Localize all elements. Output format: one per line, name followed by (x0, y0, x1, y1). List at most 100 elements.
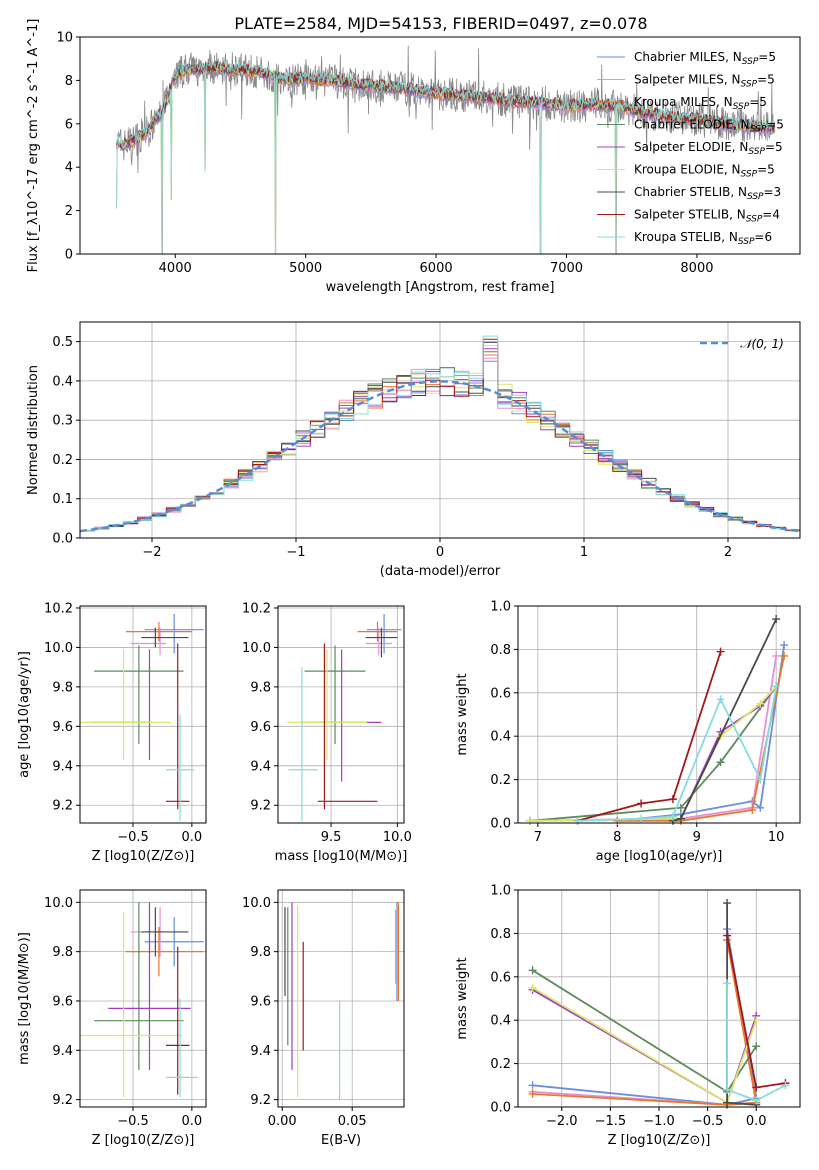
y-tick-label: 9.8 (52, 945, 73, 960)
y-tick-label: 1.0 (490, 600, 511, 615)
errorbar-plot (287, 613, 402, 822)
y-tick-label: 4 (65, 161, 73, 176)
plus-marker (716, 647, 725, 656)
mw-vs-Z-panel: −2.0 −1.5 −1.0 −0.5 0.0 0.0 0.2 0.4 0.6 0.8 1.0 Z [… (455, 884, 801, 1148)
y-tick-label: 0.4 (490, 1014, 511, 1029)
plus-marker (723, 931, 732, 940)
x-tick-label: 9.5 (321, 830, 342, 845)
y-tick-label: 6 (65, 117, 73, 132)
y-tick-label: 0 (65, 248, 73, 263)
plus-marker (637, 814, 646, 823)
x-axis-label: age [log10(age/yr)] (596, 849, 723, 864)
errorbar-point (80, 649, 171, 760)
y-tick-label: 9.2 (52, 1093, 73, 1108)
plus-marker (756, 775, 765, 784)
plus-marker (756, 803, 765, 812)
plus-marker (528, 966, 537, 975)
x-tick-label: 9 (693, 830, 701, 845)
x-tick-label: −0.5 (117, 1114, 149, 1129)
x-tick-label: −1.0 (643, 1114, 675, 1129)
x-tick-label: −1.5 (595, 1114, 627, 1129)
errorbar-point (366, 613, 402, 654)
errorbar-point (288, 667, 318, 822)
errorbar-point (94, 645, 184, 745)
spectrum-model-line (116, 60, 776, 254)
y-tick-label: 0.8 (490, 643, 511, 658)
y-axis-label: age [log10(age/yr)] (17, 651, 32, 778)
plus-marker (668, 795, 677, 804)
errorbar-point (287, 649, 367, 760)
plus-marker (756, 699, 765, 708)
y-tick-label: 9.2 (250, 799, 271, 814)
residuals-plot (80, 335, 800, 538)
errorbar-point (80, 912, 183, 1098)
errorbar-point (144, 613, 204, 654)
x-tick-label: 5000 (289, 261, 322, 276)
x-tick-label: 0.0 (182, 830, 203, 845)
y-tick-label: 9.8 (52, 680, 73, 695)
y-tick-label: 10.0 (44, 896, 73, 911)
x-tick-label: −0.5 (117, 830, 149, 845)
legend-label: Chabrier MILES, NSSP=5 (634, 50, 776, 67)
plus-marker (676, 814, 685, 823)
y-tick-label: 0.1 (52, 492, 73, 507)
y-tick-label: 9.6 (52, 994, 73, 1009)
y-tick-label: 0.6 (490, 686, 511, 701)
plus-marker (676, 803, 685, 812)
plus-marker (752, 1016, 761, 1025)
plus-marker (748, 805, 757, 814)
errorbar-point (141, 627, 189, 648)
errorbar-point (357, 621, 398, 642)
x-tick-label: 8000 (680, 261, 713, 276)
errorbar-point (165, 643, 190, 810)
y-tick-label: 0.0 (490, 817, 511, 832)
x-axis-label: Z [log10(Z/Z⊙)] (92, 1133, 195, 1148)
errorbar-plot (80, 902, 204, 1098)
errorbar-point (304, 645, 366, 745)
errorbar-point (317, 643, 378, 810)
legend-label: Salpeter MILES, NSSP=5 (634, 73, 775, 90)
y-axis-label: mass [log10(M/M⊙)] (17, 932, 32, 1065)
mass-weight-series-line (577, 651, 722, 822)
y-tick-label: 0.3 (52, 414, 73, 429)
axes-frame (79, 889, 207, 1108)
y-axis-label: mass weight (455, 957, 470, 1039)
y-tick-label: 0.4 (490, 730, 511, 745)
y-tick-label: 10.0 (44, 641, 73, 656)
mw-vs-age-panel: 7 8 9 10 0.0 0.2 0.4 0.6 0.8 1.0 age [log10(age/yr… (455, 600, 801, 864)
plus-marker (723, 1085, 732, 1094)
y-tick-label: 0.8 (490, 927, 511, 942)
y-tick-label: 9.8 (250, 945, 271, 960)
axes-frame (79, 605, 207, 824)
x-axis-label: wavelength [Angstrom, rest frame] (326, 280, 555, 295)
errorbar-point (94, 902, 184, 1071)
histogram-series (80, 335, 800, 538)
errorbar-plot (80, 613, 204, 822)
y-tick-label: 10.2 (242, 601, 271, 616)
y-tick-label: 0.5 (52, 335, 73, 350)
line-plot (525, 615, 789, 825)
y-tick-label: 9.4 (52, 1044, 73, 1059)
legend-label: 𝒩(0, 1) (740, 337, 784, 351)
x-tick-label: 6000 (420, 261, 453, 276)
y-tick-label: 10 (56, 31, 73, 46)
x-axis-label: mass [log10(M/M⊙)] (275, 849, 408, 864)
y-tick-label: 9.2 (52, 799, 73, 814)
axes-frame (277, 889, 405, 1108)
age-vs-Z-panel: −0.5 0.0 9.2 9.4 9.6 9.8 10.0 10.2 Z [log10(Z/Z⊙… (17, 601, 207, 864)
plus-marker (752, 1083, 761, 1092)
plus-marker (528, 983, 537, 992)
y-tick-label: 9.4 (250, 759, 271, 774)
y-axis-label: Flux [f_λ10^-17 erg cm^-2 s^-1 A^-1] (26, 19, 41, 273)
y-tick-label: 2 (65, 204, 73, 219)
age-vs-mass-panel: 9.5 10.0 9.2 9.4 9.6 9.8 10.0 10.2 mass [log10(M… (242, 601, 412, 864)
errorbar-point (125, 621, 192, 642)
x-tick-label: 0.05 (338, 1114, 367, 1129)
mass-weight-series-line (726, 983, 786, 1102)
y-axis-label: Normed distribution (26, 365, 41, 495)
y-tick-label: 0.4 (52, 374, 73, 389)
y-tick-label: 9.6 (250, 994, 271, 1009)
y-tick-label: 9.6 (250, 720, 271, 735)
plus-marker (637, 799, 646, 808)
